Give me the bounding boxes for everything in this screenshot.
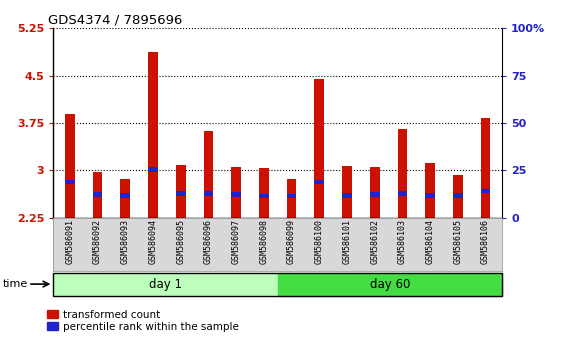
Bar — [176, 191, 186, 196]
Text: day 60: day 60 — [370, 278, 410, 291]
Bar — [453, 175, 463, 218]
Text: GSM586095: GSM586095 — [176, 219, 185, 264]
Bar — [204, 191, 213, 196]
Bar — [342, 193, 352, 198]
Bar — [287, 194, 296, 198]
Legend: transformed count, percentile rank within the sample: transformed count, percentile rank withi… — [47, 310, 239, 332]
Bar — [148, 167, 158, 172]
Bar — [398, 129, 407, 218]
Bar — [259, 194, 269, 198]
Bar — [481, 118, 490, 218]
Bar — [176, 165, 186, 218]
Text: GSM586104: GSM586104 — [426, 219, 435, 264]
Text: GSM586098: GSM586098 — [259, 219, 268, 264]
Bar — [370, 167, 379, 218]
Bar — [453, 193, 463, 198]
Bar — [231, 167, 241, 218]
Bar — [65, 114, 75, 218]
Text: GSM586094: GSM586094 — [149, 219, 158, 264]
Bar — [287, 179, 296, 218]
Text: day 1: day 1 — [149, 278, 182, 291]
Bar — [93, 193, 103, 197]
Bar — [259, 169, 269, 218]
Text: GSM586092: GSM586092 — [93, 219, 102, 264]
Text: GSM586097: GSM586097 — [232, 219, 241, 264]
Bar — [425, 163, 435, 218]
Text: GSM586101: GSM586101 — [342, 219, 351, 264]
Text: GSM586105: GSM586105 — [453, 219, 462, 264]
Bar — [204, 131, 213, 218]
Bar — [148, 52, 158, 218]
Text: GDS4374 / 7895696: GDS4374 / 7895696 — [48, 13, 182, 27]
Text: GSM586103: GSM586103 — [398, 219, 407, 264]
Bar — [93, 172, 103, 218]
Bar — [231, 193, 241, 197]
Bar — [314, 79, 324, 218]
Text: GSM586091: GSM586091 — [66, 219, 75, 264]
Bar — [121, 179, 130, 218]
Bar — [481, 189, 490, 193]
Bar — [314, 180, 324, 184]
Text: GSM586093: GSM586093 — [121, 219, 130, 264]
Bar — [425, 193, 435, 198]
Bar — [278, 273, 502, 296]
Bar — [121, 193, 130, 198]
Text: GSM586099: GSM586099 — [287, 219, 296, 264]
Text: GSM586096: GSM586096 — [204, 219, 213, 264]
Bar — [65, 180, 75, 184]
Text: GSM586102: GSM586102 — [370, 219, 379, 264]
Text: GSM586106: GSM586106 — [481, 219, 490, 264]
Text: GSM586100: GSM586100 — [315, 219, 324, 264]
Text: time: time — [3, 279, 28, 289]
Bar — [53, 273, 278, 296]
Bar — [342, 166, 352, 218]
Bar — [370, 193, 379, 197]
Bar — [398, 191, 407, 196]
